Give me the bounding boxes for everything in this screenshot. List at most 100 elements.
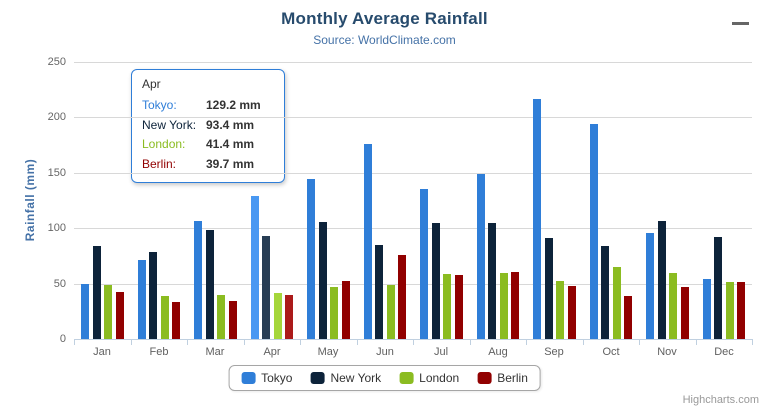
y-axis-label: 250: [47, 56, 66, 68]
tooltip-row: Berlin: 39.7 mm: [142, 155, 274, 175]
chart-title: Monthly Average Rainfall: [281, 9, 488, 28]
x-axis-tick: [244, 340, 245, 345]
bar-new-york-jun[interactable]: [375, 245, 383, 339]
gridline: [74, 284, 752, 285]
bar-london-jun[interactable]: [387, 285, 395, 339]
bar-tokyo-aug[interactable]: [477, 174, 485, 339]
x-axis-tick: [357, 340, 358, 345]
x-axis-label: Jun: [376, 346, 394, 358]
x-axis-tick: [74, 340, 75, 345]
bar-new-york-aug[interactable]: [488, 223, 496, 339]
bar-berlin-sep[interactable]: [568, 286, 576, 339]
legend-item-berlin[interactable]: Berlin: [477, 371, 528, 385]
bar-berlin-dec[interactable]: [737, 282, 745, 339]
bar-london-nov[interactable]: [669, 273, 677, 339]
credits-link[interactable]: Highcharts.com: [682, 394, 759, 406]
bar-tokyo-jan[interactable]: [81, 284, 89, 339]
bar-berlin-jan[interactable]: [116, 292, 124, 339]
legend-swatch-icon: [241, 372, 256, 384]
x-axis-tick: [639, 340, 640, 345]
bar-tokyo-nov[interactable]: [646, 233, 654, 339]
tooltip-header: Apr: [142, 77, 161, 91]
bar-london-jan[interactable]: [104, 285, 112, 339]
tooltip-series-name: London:: [142, 137, 186, 151]
tooltip-row: Tokyo: 129.2 mm: [142, 96, 274, 116]
x-axis-tick: [300, 340, 301, 345]
bar-london-dec[interactable]: [726, 282, 734, 339]
bar-london-apr[interactable]: [274, 293, 282, 339]
bar-berlin-aug[interactable]: [511, 272, 519, 339]
bar-london-aug[interactable]: [500, 273, 508, 339]
bar-new-york-may[interactable]: [319, 222, 327, 339]
bar-berlin-mar[interactable]: [229, 301, 237, 339]
bar-berlin-may[interactable]: [342, 281, 350, 339]
gridline: [74, 62, 752, 63]
bar-berlin-feb[interactable]: [172, 302, 180, 339]
legend-label: London: [419, 371, 460, 385]
bar-new-york-mar[interactable]: [206, 230, 214, 339]
bar-new-york-oct[interactable]: [601, 246, 609, 339]
legend-swatch-icon: [399, 372, 414, 384]
x-axis-line: [74, 339, 753, 340]
bar-london-oct[interactable]: [613, 267, 621, 339]
bar-tokyo-may[interactable]: [307, 179, 315, 339]
bar-new-york-jan[interactable]: [93, 246, 101, 339]
bar-berlin-jun[interactable]: [398, 255, 406, 339]
bar-london-feb[interactable]: [161, 296, 169, 339]
y-axis-label: 0: [59, 333, 66, 345]
x-axis-label: May: [317, 346, 339, 358]
gridline: [74, 173, 752, 174]
tooltip-series-name: New York:: [142, 117, 197, 132]
legend-label: Berlin: [497, 371, 528, 385]
bar-new-york-apr[interactable]: [262, 236, 270, 339]
x-axis-tick: [526, 340, 527, 345]
x-axis-tick: [187, 340, 188, 345]
bar-tokyo-mar[interactable]: [194, 221, 202, 339]
x-axis-label: Apr: [263, 346, 281, 358]
bar-london-mar[interactable]: [217, 295, 225, 339]
bar-new-york-nov[interactable]: [658, 221, 666, 339]
bar-tokyo-jun[interactable]: [364, 144, 372, 339]
y-axis-label: 150: [47, 167, 66, 179]
bar-london-jul[interactable]: [443, 274, 451, 339]
bar-berlin-jul[interactable]: [455, 275, 463, 339]
x-axis-label: Dec: [714, 346, 734, 358]
bar-new-york-feb[interactable]: [149, 252, 157, 339]
bar-berlin-apr[interactable]: [285, 295, 293, 339]
legend: Tokyo New York London Berlin: [228, 365, 541, 391]
bar-new-york-dec[interactable]: [714, 237, 722, 339]
x-axis-tick: [696, 340, 697, 345]
bar-berlin-nov[interactable]: [681, 287, 689, 339]
x-axis-tick: [131, 340, 132, 345]
bar-berlin-oct[interactable]: [624, 296, 632, 339]
bar-tokyo-oct[interactable]: [590, 124, 598, 339]
bar-london-may[interactable]: [330, 287, 338, 339]
x-axis-label: Nov: [657, 346, 677, 358]
tooltip-row: New York: 93.4 mm: [142, 116, 274, 136]
tooltip-series-value: 39.7 mm: [206, 156, 255, 171]
legend-item-new-york[interactable]: New York: [310, 371, 381, 385]
bar-tokyo-sep[interactable]: [533, 99, 541, 339]
legend-label: Tokyo: [261, 371, 293, 385]
x-axis-label: Jul: [433, 346, 449, 358]
legend-label: New York: [330, 371, 382, 385]
gridline: [74, 117, 752, 118]
bar-tokyo-dec[interactable]: [703, 279, 711, 339]
x-axis-label: Feb: [149, 346, 169, 358]
legend-item-london[interactable]: London: [399, 371, 459, 385]
bar-new-york-sep[interactable]: [545, 238, 553, 339]
bar-tokyo-apr[interactable]: [251, 196, 259, 339]
tooltip-row: London: 41.4 mm: [142, 135, 274, 155]
tooltip-series-name: Tokyo:: [142, 98, 177, 112]
bar-tokyo-jul[interactable]: [420, 189, 428, 339]
legend-item-tokyo[interactable]: Tokyo: [241, 371, 292, 385]
tooltip-series-value: 93.4 mm: [206, 117, 255, 132]
bar-london-sep[interactable]: [556, 281, 564, 339]
x-axis-tick: [470, 340, 471, 345]
legend-swatch-icon: [310, 372, 325, 384]
x-axis-label: Jan: [93, 346, 111, 358]
context-menu-button[interactable]: [730, 20, 751, 38]
bar-new-york-jul[interactable]: [432, 223, 440, 339]
chart-subtitle: Source: WorldClimate.com: [313, 33, 456, 47]
bar-tokyo-feb[interactable]: [138, 260, 146, 339]
